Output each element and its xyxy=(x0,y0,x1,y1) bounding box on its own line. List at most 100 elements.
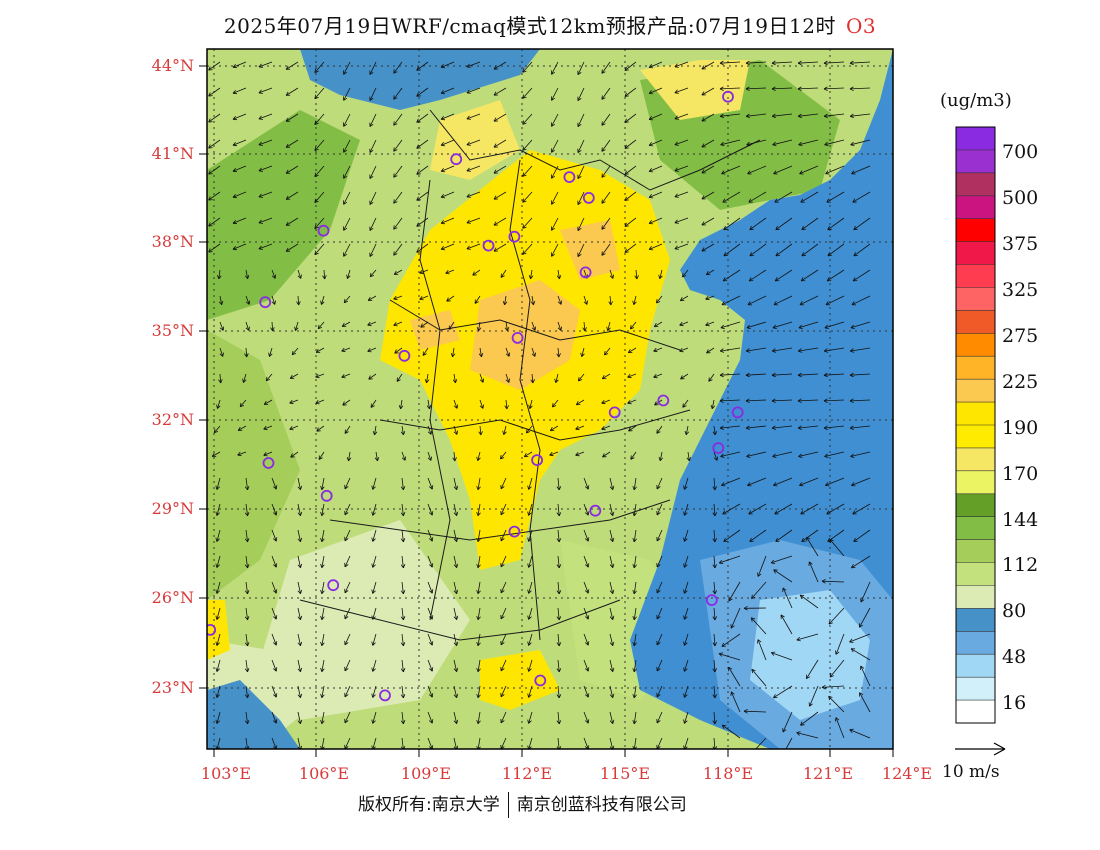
wind-arrow xyxy=(453,581,459,594)
wind-arrow xyxy=(263,451,273,457)
map-title: 2025年07月19日WRF/cmaq模式12km预报产品:07月19日12时 O… xyxy=(0,10,1100,39)
colorbar-swatch xyxy=(956,425,995,449)
wind-arrow xyxy=(556,659,562,673)
wind-arrow xyxy=(578,373,585,382)
wind-arrow xyxy=(648,61,663,69)
wind-arrow xyxy=(320,659,325,673)
wind-arrow xyxy=(374,451,380,462)
wind-arrow xyxy=(476,477,481,491)
colorbar-swatch xyxy=(956,470,995,495)
wind-arrow xyxy=(315,399,325,405)
colorbar-swatch xyxy=(956,218,995,243)
wind-arrow xyxy=(551,191,559,205)
wind-arrow xyxy=(528,269,534,280)
wind-arrow xyxy=(343,295,351,304)
wind-arrow xyxy=(244,269,250,280)
wind-arrow xyxy=(721,477,741,487)
wind-arrow xyxy=(320,503,325,517)
wind-arrow xyxy=(320,295,325,305)
wind-arrow xyxy=(344,477,351,490)
legend-unit: (ug/m3) xyxy=(940,90,1012,111)
wind-arrow xyxy=(772,451,793,458)
wind-arrow xyxy=(315,347,325,353)
wind-arrow xyxy=(400,477,406,491)
wind-arrow xyxy=(798,321,819,329)
wind-arrow xyxy=(583,555,590,568)
wind-arrow xyxy=(476,607,481,621)
wind-arrow xyxy=(780,614,793,635)
wind-arrow xyxy=(849,425,871,430)
wind-arrow xyxy=(493,165,507,174)
wind-arrow xyxy=(771,60,793,66)
wind-arrow xyxy=(745,398,767,404)
wind-arrow xyxy=(314,165,325,177)
wind-arrow xyxy=(583,633,590,646)
wind-arrow xyxy=(346,451,352,462)
wind-arrow xyxy=(344,581,351,594)
wind-arrow xyxy=(630,451,637,460)
wind-arrow xyxy=(500,685,507,698)
wind-arrow xyxy=(624,61,637,71)
legend-label: 275 xyxy=(1002,325,1039,347)
wind-arrow xyxy=(285,87,299,96)
wind-arrow xyxy=(551,139,559,153)
wind-arrow xyxy=(258,113,273,120)
wind-arrow xyxy=(823,113,845,119)
wind-arrow xyxy=(624,165,637,175)
wind-arrow xyxy=(244,711,250,725)
wind-arrow xyxy=(476,685,481,699)
axis-ticks xyxy=(199,65,894,757)
wind-arrow xyxy=(849,113,871,119)
wind-arrow xyxy=(371,607,377,620)
wind-arrow xyxy=(609,503,615,516)
wind-arrow xyxy=(849,60,871,66)
wind-arrow xyxy=(453,425,458,435)
wind-arrow xyxy=(746,321,767,329)
wind-arrow xyxy=(427,711,434,724)
wind-arrow xyxy=(344,529,351,542)
wind-arrow xyxy=(627,373,637,379)
wind-arrow xyxy=(851,555,871,569)
wind-arrow xyxy=(701,139,715,148)
wind-arrow xyxy=(297,503,303,516)
wind-arrow xyxy=(263,399,273,405)
wind-arrow xyxy=(285,165,299,174)
wind-arrow xyxy=(583,581,590,594)
wind-arrow xyxy=(369,217,377,231)
lat-tick-label: 29°N xyxy=(151,499,194,518)
wind-arrow xyxy=(343,87,351,101)
colorbar-swatch xyxy=(956,585,995,609)
wind-arrow xyxy=(466,139,481,146)
wind-arrow xyxy=(440,61,455,69)
wind-arrow xyxy=(648,191,663,199)
wind-arrow xyxy=(215,529,221,542)
wind-arrow xyxy=(523,451,533,458)
wind-arrow xyxy=(712,503,717,517)
wind-arrow xyxy=(289,425,299,431)
wind-arrow xyxy=(271,269,277,279)
wind-arrow xyxy=(748,503,767,515)
wind-arrow xyxy=(416,191,429,201)
wind-arrow xyxy=(632,633,637,647)
wind-arrow xyxy=(500,633,507,646)
wind-arrow xyxy=(773,295,793,306)
colorbar-swatch xyxy=(956,700,995,724)
legend-label: 112 xyxy=(1002,554,1039,576)
wind-arrow xyxy=(527,503,533,516)
wind-arrow xyxy=(476,529,481,543)
wind-arrow xyxy=(747,165,767,175)
wind-arrow xyxy=(215,711,221,724)
wind-arrow xyxy=(453,503,459,516)
wind-arrow xyxy=(577,61,585,76)
station-marker xyxy=(608,406,621,419)
wind-arrow xyxy=(632,555,637,569)
wind-arrow xyxy=(500,555,507,568)
wind-arrow xyxy=(341,373,351,379)
station-marker xyxy=(712,442,725,455)
wind-arrow xyxy=(316,425,325,432)
lon-tick-label: 121°E xyxy=(802,764,854,783)
wind-arrow xyxy=(656,633,663,646)
wind-arrow xyxy=(556,503,562,517)
wind-arrow xyxy=(427,529,434,542)
wind-arrow xyxy=(453,737,459,749)
